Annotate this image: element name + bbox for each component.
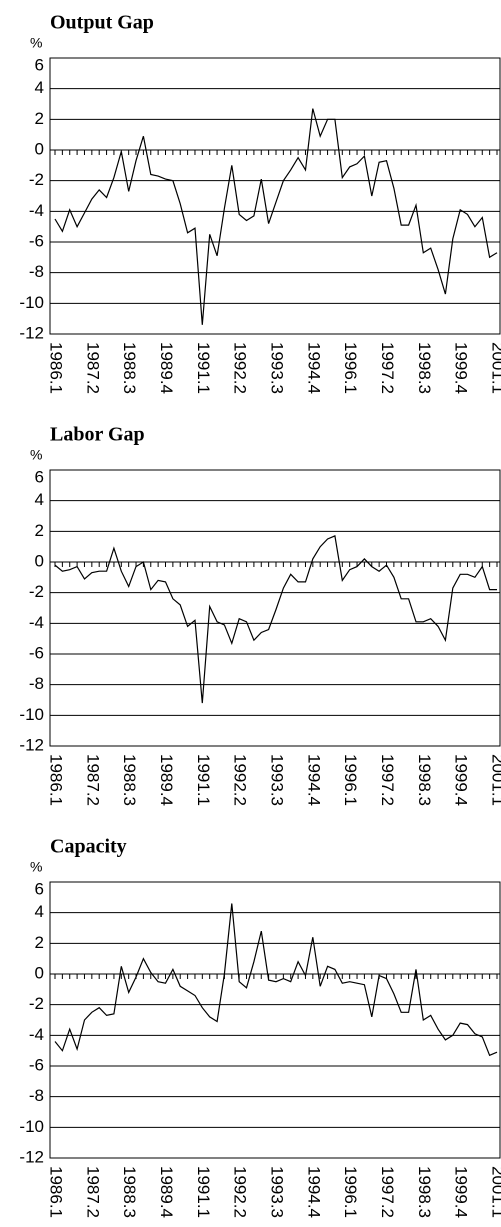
y-tick-label: 4 (35, 902, 44, 921)
y-tick-label: -8 (29, 674, 44, 693)
y-tick-label: -2 (29, 582, 44, 601)
data-line (54, 108, 498, 325)
y-tick-label: 0 (35, 139, 44, 158)
y-tick-label: -6 (29, 643, 44, 662)
chart-title: Capacity (50, 836, 127, 858)
x-tick-label: 1988.3 (120, 342, 139, 394)
plot-frame (49, 57, 501, 335)
x-tick-label: 1998.3 (415, 754, 434, 806)
y-tick-label: -12 (19, 1147, 44, 1166)
y-tick-label: 0 (35, 551, 44, 570)
x-tick-label: 1986.1 (47, 754, 66, 806)
x-tick-label: 1988.3 (120, 754, 139, 806)
x-tick-label: 1996.1 (341, 342, 360, 394)
y-tick-label: -10 (19, 293, 44, 312)
y-tick-label: -4 (29, 201, 44, 220)
x-tick-label: 1991.1 (194, 1166, 213, 1218)
x-tick-label: 2001.1 (489, 342, 501, 394)
x-tick-label: 1992.2 (231, 754, 250, 806)
y-tick-label: 6 (35, 467, 44, 486)
y-tick-label: -2 (29, 170, 44, 189)
x-tick-label: 1988.3 (120, 1166, 139, 1218)
y-tick-label: 6 (35, 55, 44, 74)
x-tick-label: 1992.2 (231, 342, 250, 394)
x-tick-label: 1993.3 (268, 1166, 287, 1218)
y-tick-label: -10 (19, 1117, 44, 1136)
y-tick-label: -10 (19, 705, 44, 724)
x-tick-label: 1986.1 (47, 342, 66, 394)
x-tick-label: 1999.4 (452, 342, 471, 394)
x-tick-label: 1997.2 (378, 342, 397, 394)
chart-title: Output Gap (50, 12, 154, 34)
x-tick-label: 1997.2 (378, 754, 397, 806)
y-tick-label: -12 (19, 323, 44, 342)
x-tick-label: 2001.1 (489, 754, 501, 806)
y-tick-label: 6 (35, 879, 44, 898)
plot-frame (49, 469, 501, 747)
y-tick-label: 2 (35, 109, 44, 128)
x-tick-label: 1998.3 (415, 1166, 434, 1218)
chart-title: Labor Gap (50, 424, 145, 446)
y-tick-label: 2 (35, 933, 44, 952)
y-tick-label: -4 (29, 613, 44, 632)
x-tick-label: 1989.4 (157, 754, 176, 806)
y-tick-label: -2 (29, 994, 44, 1013)
x-tick-label: 1991.1 (194, 754, 213, 806)
x-tick-label: 1996.1 (341, 1166, 360, 1218)
x-tick-label: 1994.4 (304, 342, 323, 394)
x-tick-label: 1999.4 (452, 1166, 471, 1218)
x-tick-label: 1987.2 (83, 1166, 102, 1218)
y-tick-label: -6 (29, 1055, 44, 1074)
y-tick-label: 0 (35, 963, 44, 982)
data-line (54, 535, 497, 704)
y-axis-label: % (30, 35, 42, 51)
x-tick-label: 1987.2 (83, 754, 102, 806)
y-axis-label: % (30, 859, 42, 875)
x-tick-label: 1989.4 (157, 342, 176, 394)
y-tick-label: 4 (35, 78, 44, 97)
x-tick-label: 1993.3 (268, 754, 287, 806)
y-tick-label: -6 (29, 231, 44, 250)
x-tick-label: 2001.1 (489, 1166, 501, 1218)
x-tick-label: 1998.3 (415, 342, 434, 394)
x-tick-label: 1994.4 (304, 1166, 323, 1218)
x-tick-label: 1989.4 (157, 1166, 176, 1218)
x-tick-label: 1993.3 (268, 342, 287, 394)
y-axis-label: % (30, 447, 42, 463)
x-tick-label: 1994.4 (304, 754, 323, 806)
y-tick-label: -12 (19, 735, 44, 754)
y-tick-label: -8 (29, 262, 44, 281)
plot-frame (49, 881, 501, 1159)
x-tick-label: 1997.2 (378, 1166, 397, 1218)
y-tick-label: -4 (29, 1025, 44, 1044)
x-tick-label: 1991.1 (194, 342, 213, 394)
x-tick-label: 1992.2 (231, 1166, 250, 1218)
x-tick-label: 1987.2 (83, 342, 102, 394)
x-tick-label: 1996.1 (341, 754, 360, 806)
y-tick-label: 4 (35, 490, 44, 509)
y-tick-label: 2 (35, 521, 44, 540)
data-line (54, 903, 498, 1057)
y-tick-label: -8 (29, 1086, 44, 1105)
x-tick-label: 1999.4 (452, 754, 471, 806)
x-tick-label: 1986.1 (47, 1166, 66, 1218)
